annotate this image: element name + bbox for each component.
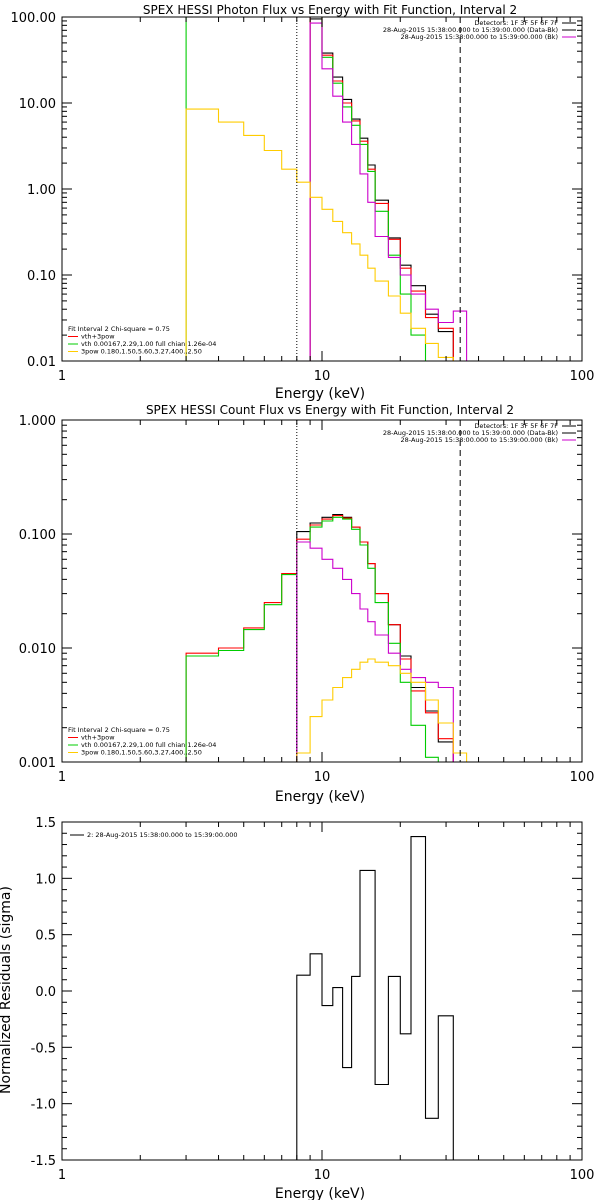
x-axis-label: Energy (keV) xyxy=(275,1186,365,1200)
x-axis-label: Energy (keV) xyxy=(275,386,365,402)
series-group xyxy=(185,514,468,762)
x-tick-label: 1 xyxy=(58,369,66,384)
info-text: 28-Aug-2015 15:38:00.000 to 15:39:00.000… xyxy=(401,33,558,41)
x-tick-label: 100 xyxy=(570,770,595,785)
series-group xyxy=(296,836,454,1160)
series-line-3 xyxy=(309,22,468,361)
y-tick-label: 1.000 xyxy=(19,414,56,429)
series-line-1 xyxy=(309,17,454,361)
x-tick-label: 100 xyxy=(570,369,595,384)
series-line-0 xyxy=(296,836,454,1160)
series-line-4 xyxy=(185,108,454,361)
legend-label: Fit Interval 2 Chi-square = 0.75 xyxy=(68,325,170,333)
legend-label: 2: 28-Aug-2015 15:38:00.000 to 15:39:00.… xyxy=(87,831,238,839)
info-text: Detectors: 1F 3F 5F 6F 7F xyxy=(474,422,558,430)
y-tick-label: 0.5 xyxy=(35,929,56,944)
info-text: Detectors: 1F 3F 5F 6F 7F xyxy=(474,19,558,27)
y-axis-label: Normalized Residuals (sigma) xyxy=(0,886,14,1094)
x-tick-label: 1 xyxy=(58,1168,66,1183)
chart-title: SPEX HESSI Count Flux vs Energy with Fit… xyxy=(146,403,514,417)
info-text: 28-Aug-2015 15:38:00.000 to 15:39:00.000… xyxy=(383,429,558,437)
series-line-2 xyxy=(185,17,427,361)
series-line-1 xyxy=(185,515,454,762)
x-tick-label: 10 xyxy=(314,1168,331,1183)
y-tick-label: 0.001 xyxy=(19,756,56,771)
y-tick-label: -1.0 xyxy=(31,1098,56,1113)
y-tick-label: 10.00 xyxy=(19,97,56,112)
x-tick-label: 10 xyxy=(314,770,331,785)
y-tick-label: 1.5 xyxy=(35,816,56,831)
series-line-2 xyxy=(185,516,439,762)
count-flux-panel: SPEX HESSI Count Flux vs Energy with Fit… xyxy=(19,403,595,805)
series-line-0 xyxy=(309,18,454,361)
x-tick-label: 10 xyxy=(314,369,331,384)
legend-label: vth+3pow xyxy=(81,734,115,742)
y-tick-label: 1.00 xyxy=(27,183,56,198)
info-text: 28-Aug-2015 15:38:00.000 to 15:39:00.000… xyxy=(383,26,558,34)
y-tick-label: 0.100 xyxy=(19,528,56,543)
y-tick-label: 0.010 xyxy=(19,642,56,657)
series-group xyxy=(185,17,468,361)
residuals-panel: Energy (keV) Normalized Residuals (sigma… xyxy=(0,816,594,1200)
y-tick-label: 1.0 xyxy=(35,872,56,887)
y-tick-label: 0.01 xyxy=(27,355,56,370)
y-tick-label: -1.5 xyxy=(31,1154,56,1169)
series-line-3 xyxy=(296,541,454,762)
y-tick-label: -0.5 xyxy=(31,1041,56,1056)
series-line-0 xyxy=(296,514,454,762)
photon-flux-panel: SPEX HESSI Photon Flux vs Energy with Fi… xyxy=(11,3,595,402)
chart-title: SPEX HESSI Photon Flux vs Energy with Fi… xyxy=(143,3,517,17)
legend-label: Fit Interval 2 Chi-square = 0.75 xyxy=(68,726,170,734)
y-tick-label: 0.10 xyxy=(27,269,56,284)
y-tick-label: 100.00 xyxy=(11,11,57,26)
x-axis-label: Energy (keV) xyxy=(275,789,365,805)
x-tick-label: 100 xyxy=(570,1168,595,1183)
legend-label: 3pow 0.180,1.50,5.60,3.27,400.,2.50 xyxy=(81,749,202,757)
info-text: 28-Aug-2015 15:38:00.000 to 15:39:00.000… xyxy=(401,436,558,444)
legend-label: vth+3pow xyxy=(81,333,115,341)
x-tick-label: 1 xyxy=(58,770,66,785)
legend-label: 3pow 0.180,1.50,5.60,3.27,400.,2.50 xyxy=(81,348,202,356)
y-tick-label: 0.0 xyxy=(35,985,56,1000)
legend-label: vth 0.00167,2.29,1.00 full chian 1.26e-0… xyxy=(81,340,216,348)
series-line-4 xyxy=(296,658,468,762)
legend-label: vth 0.00167,2.29,1.00 full chian 1.26e-0… xyxy=(81,741,216,749)
